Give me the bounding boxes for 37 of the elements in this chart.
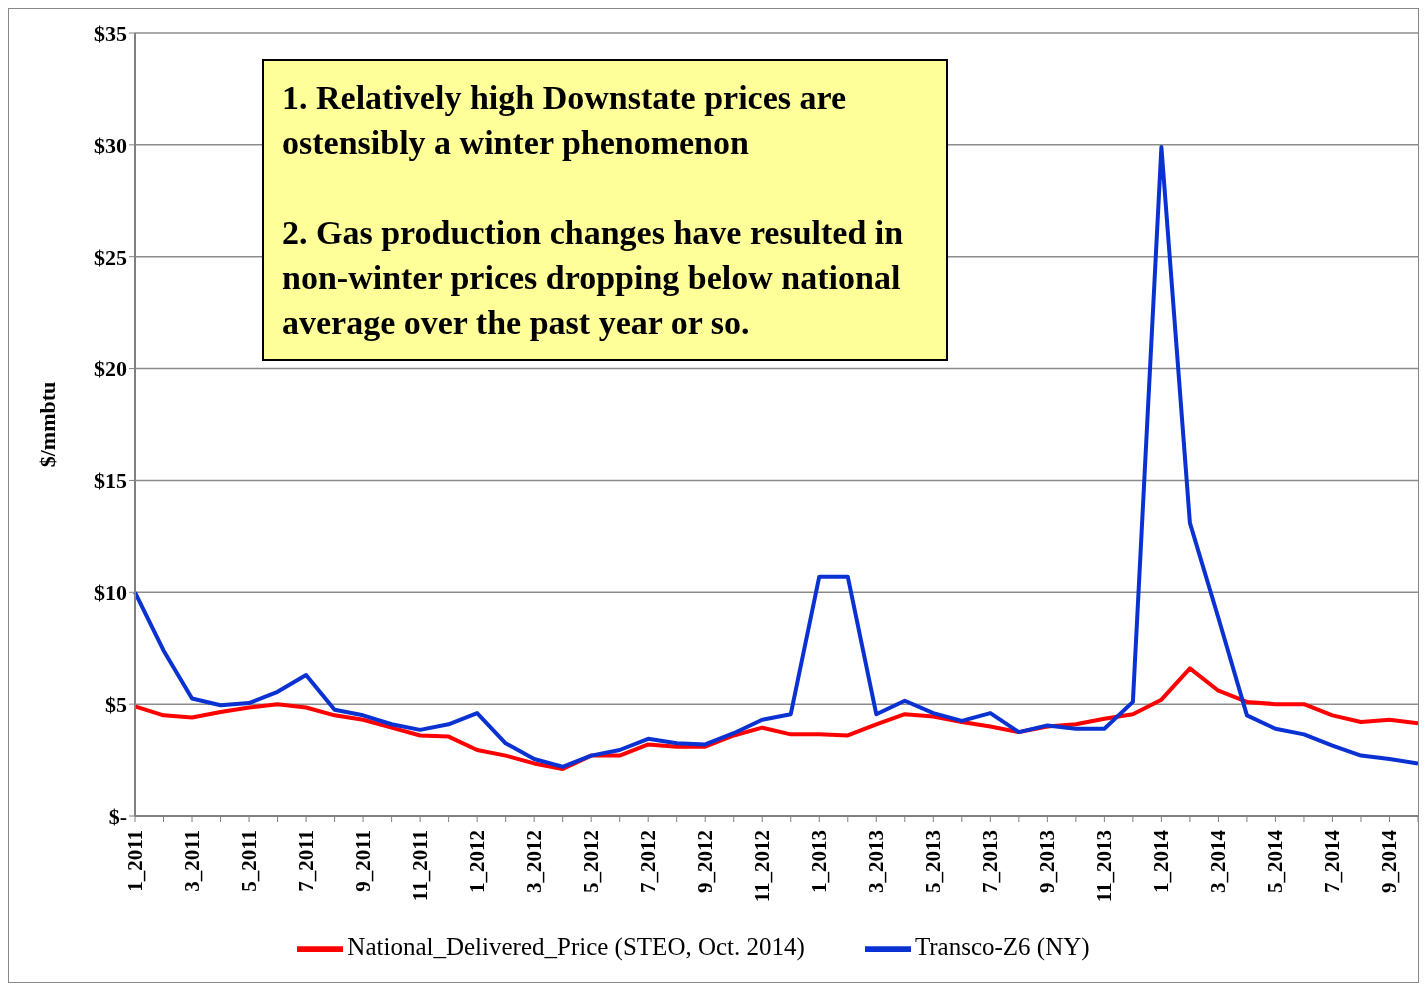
x-tick-label: 1_2012 — [465, 830, 490, 893]
line-series — [133, 666, 1418, 772]
x-tick-label: 1_2013 — [807, 830, 832, 893]
y-axis-title: $/mmbtu — [34, 381, 60, 468]
y-tick-label: $- — [108, 803, 127, 829]
x-tick-label: 9_2013 — [1035, 830, 1060, 893]
annotation: 1. Relatively high Downstate prices are ostensibly a winter phenomenon — [282, 78, 848, 163]
y-tick-label: $30 — [94, 132, 127, 158]
x-tick-label: 7_2012 — [636, 830, 661, 893]
y-tick-label: $35 — [94, 20, 127, 46]
x-tick-label: 9_2012 — [693, 830, 718, 893]
x-tick-label: 5_2014 — [1263, 829, 1288, 893]
annotation: 2. Gas production changes have resulted in non-winter prices dropping below national average over the past year or so. — [282, 213, 905, 343]
y-tick-label: $5 — [105, 691, 127, 717]
x-tick-label: 3_2011 — [180, 830, 205, 892]
legend-label: National_Delivered_Price (STEO, Oct. 2014) — [347, 932, 805, 960]
x-tick-label: 3_2013 — [864, 830, 889, 893]
x-tick-label: 7_2013 — [978, 830, 1003, 893]
y-tick-label: $20 — [94, 356, 127, 382]
x-tick-label: 5_2011 — [237, 830, 262, 892]
x-tick-label: 11_2012 — [750, 830, 775, 903]
x-tick-label: 1_2014 — [1149, 829, 1174, 893]
y-tick-label: $10 — [94, 580, 127, 606]
y-tick-label: $25 — [94, 244, 127, 270]
x-tick-label: 9_2011 — [351, 830, 376, 892]
x-tick-label: 7_2011 — [294, 830, 319, 892]
x-tick-label: 11_2013 — [1092, 830, 1117, 903]
x-tick-label: 11_2011 — [408, 830, 433, 902]
x-tick-label: 9_2014 — [1377, 829, 1402, 893]
legend-label: Transco-Z6 (NY) — [914, 932, 1090, 960]
x-tick-label: 3_2014 — [1206, 829, 1231, 893]
x-tick-label: 7_2014 — [1320, 829, 1345, 893]
x-tick-label: 5_2013 — [921, 830, 946, 893]
x-tick-label: 3_2012 — [522, 830, 547, 893]
x-tick-label: 5_2012 — [579, 830, 604, 893]
x-tick-label: 1_2011 — [123, 830, 147, 892]
y-tick-label: $15 — [94, 468, 127, 494]
